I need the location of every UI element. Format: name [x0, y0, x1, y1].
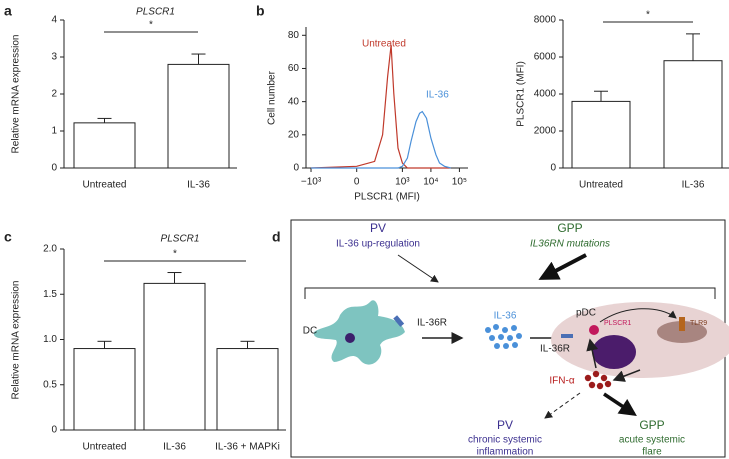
outcome-title: GPP [639, 418, 664, 432]
receptor-label: IL-36R [417, 318, 447, 329]
arrow [599, 308, 677, 323]
y-tick-label: 0 [550, 163, 556, 174]
y-tick-label: 2 [51, 89, 57, 100]
y-tick-label: 80 [288, 30, 300, 41]
x-tick-label: Untreated [579, 180, 623, 191]
significance-label: * [646, 10, 650, 21]
y-tick-label: 4000 [534, 89, 557, 100]
pdc-label: pDC [576, 308, 596, 319]
receptor [561, 334, 573, 338]
outcome-text: inflammation [477, 447, 534, 458]
bracket [304, 287, 716, 299]
x-tick-label: IL-36 [187, 180, 210, 191]
outcome-text: chronic systemic [468, 435, 542, 446]
y-tick-label: 40 [288, 96, 300, 107]
x-tick-label: Untreated [83, 442, 127, 453]
arrow [538, 253, 587, 280]
y-tick-label: 0.5 [43, 379, 57, 390]
tlr9 [679, 317, 685, 331]
receptor [393, 315, 405, 327]
x-tick-label: IL-36 [163, 442, 186, 453]
histogram-line [311, 110, 451, 169]
y-axis-label: PLSCR1 (MFI) [516, 61, 527, 127]
dc-label: DC [303, 326, 317, 337]
bar [73, 348, 136, 431]
bar [73, 122, 136, 169]
plscr1-label: PLSCR1 [604, 320, 631, 327]
bar [143, 282, 206, 431]
panel-label: b [256, 3, 265, 19]
endosome [657, 321, 707, 343]
y-tick-label: 0 [51, 163, 57, 174]
ifn [584, 370, 612, 390]
panel-label: c [4, 229, 12, 245]
chart-title: PLSCR1 [136, 7, 175, 18]
chart-title: PLSCR1 [161, 234, 200, 245]
pdc-nucleus [592, 335, 636, 369]
bar [216, 348, 279, 431]
tlr9-label: TLR9 [690, 320, 707, 327]
gpp-title: GPP [557, 221, 582, 235]
x-tick-label: IL-36 [682, 180, 705, 191]
x-tick-label: 10⁴ [423, 177, 438, 188]
outcome-title: PV [497, 418, 513, 432]
y-tick-label: 60 [288, 63, 300, 74]
y-tick-label: 1.0 [43, 334, 57, 345]
y-tick-label: 3 [51, 52, 57, 63]
bar [167, 63, 230, 169]
arrow [397, 254, 439, 283]
significance-label: * [149, 20, 153, 31]
y-tick-label: 1.5 [43, 289, 57, 300]
panel-label: a [4, 3, 12, 19]
y-tick-label: 4 [51, 15, 57, 26]
x-tick-label: 10³ [395, 177, 410, 188]
outcome-text: flare [642, 447, 662, 458]
y-tick-label: 20 [288, 129, 300, 140]
arrow [544, 392, 581, 419]
pv-subtitle: IL-36 up-regulation [336, 239, 420, 250]
pdc-receptor-label: IL-36R [540, 344, 570, 355]
plscr1 [589, 325, 599, 335]
panel-label: d [272, 229, 281, 245]
x-tick-label: 10⁵ [452, 177, 467, 188]
dc-nucleus [345, 333, 355, 343]
y-axis-label: Cell number [267, 70, 278, 125]
y-tick-label: 1 [51, 126, 57, 137]
ifn-label: IFN-α [549, 376, 574, 387]
arrow [586, 338, 599, 369]
y-tick-label: 2000 [534, 126, 557, 137]
y-tick-label: 6000 [534, 52, 557, 63]
y-axis-label: Relative mRNA expression [11, 35, 22, 154]
y-tick-label: 2.0 [43, 244, 57, 255]
bar [571, 100, 631, 169]
series-label: IL-36 [426, 90, 449, 101]
arrow [603, 392, 637, 416]
diagram: PV IL-36 up-regulation GPP IL36RN mutati… [290, 219, 729, 458]
x-tick-label: −10³ [301, 177, 322, 188]
cytokine-label: IL-36 [494, 311, 517, 322]
dc-cell [313, 300, 405, 365]
gpp-subtitle: IL36RN mutations [530, 239, 610, 250]
x-tick-label: 0 [354, 177, 360, 188]
bar [663, 60, 723, 169]
y-tick-label: 0 [51, 425, 57, 436]
x-axis-label: PLSCR1 (MFI) [354, 192, 420, 203]
significance-label: * [173, 249, 177, 260]
x-tick-label: IL-36 + MAPKi [215, 442, 280, 453]
y-axis-label: Relative mRNA expression [11, 281, 22, 400]
pv-title: PV [370, 221, 386, 235]
outcome-text: acute systemic [619, 435, 685, 446]
histogram-line [310, 45, 451, 169]
x-tick-label: Untreated [83, 180, 127, 191]
arrow [612, 369, 641, 382]
y-tick-label: 0 [293, 163, 299, 174]
y-tick-label: 8000 [534, 15, 557, 26]
cytokines [485, 324, 522, 349]
series-label: Untreated [362, 39, 406, 50]
